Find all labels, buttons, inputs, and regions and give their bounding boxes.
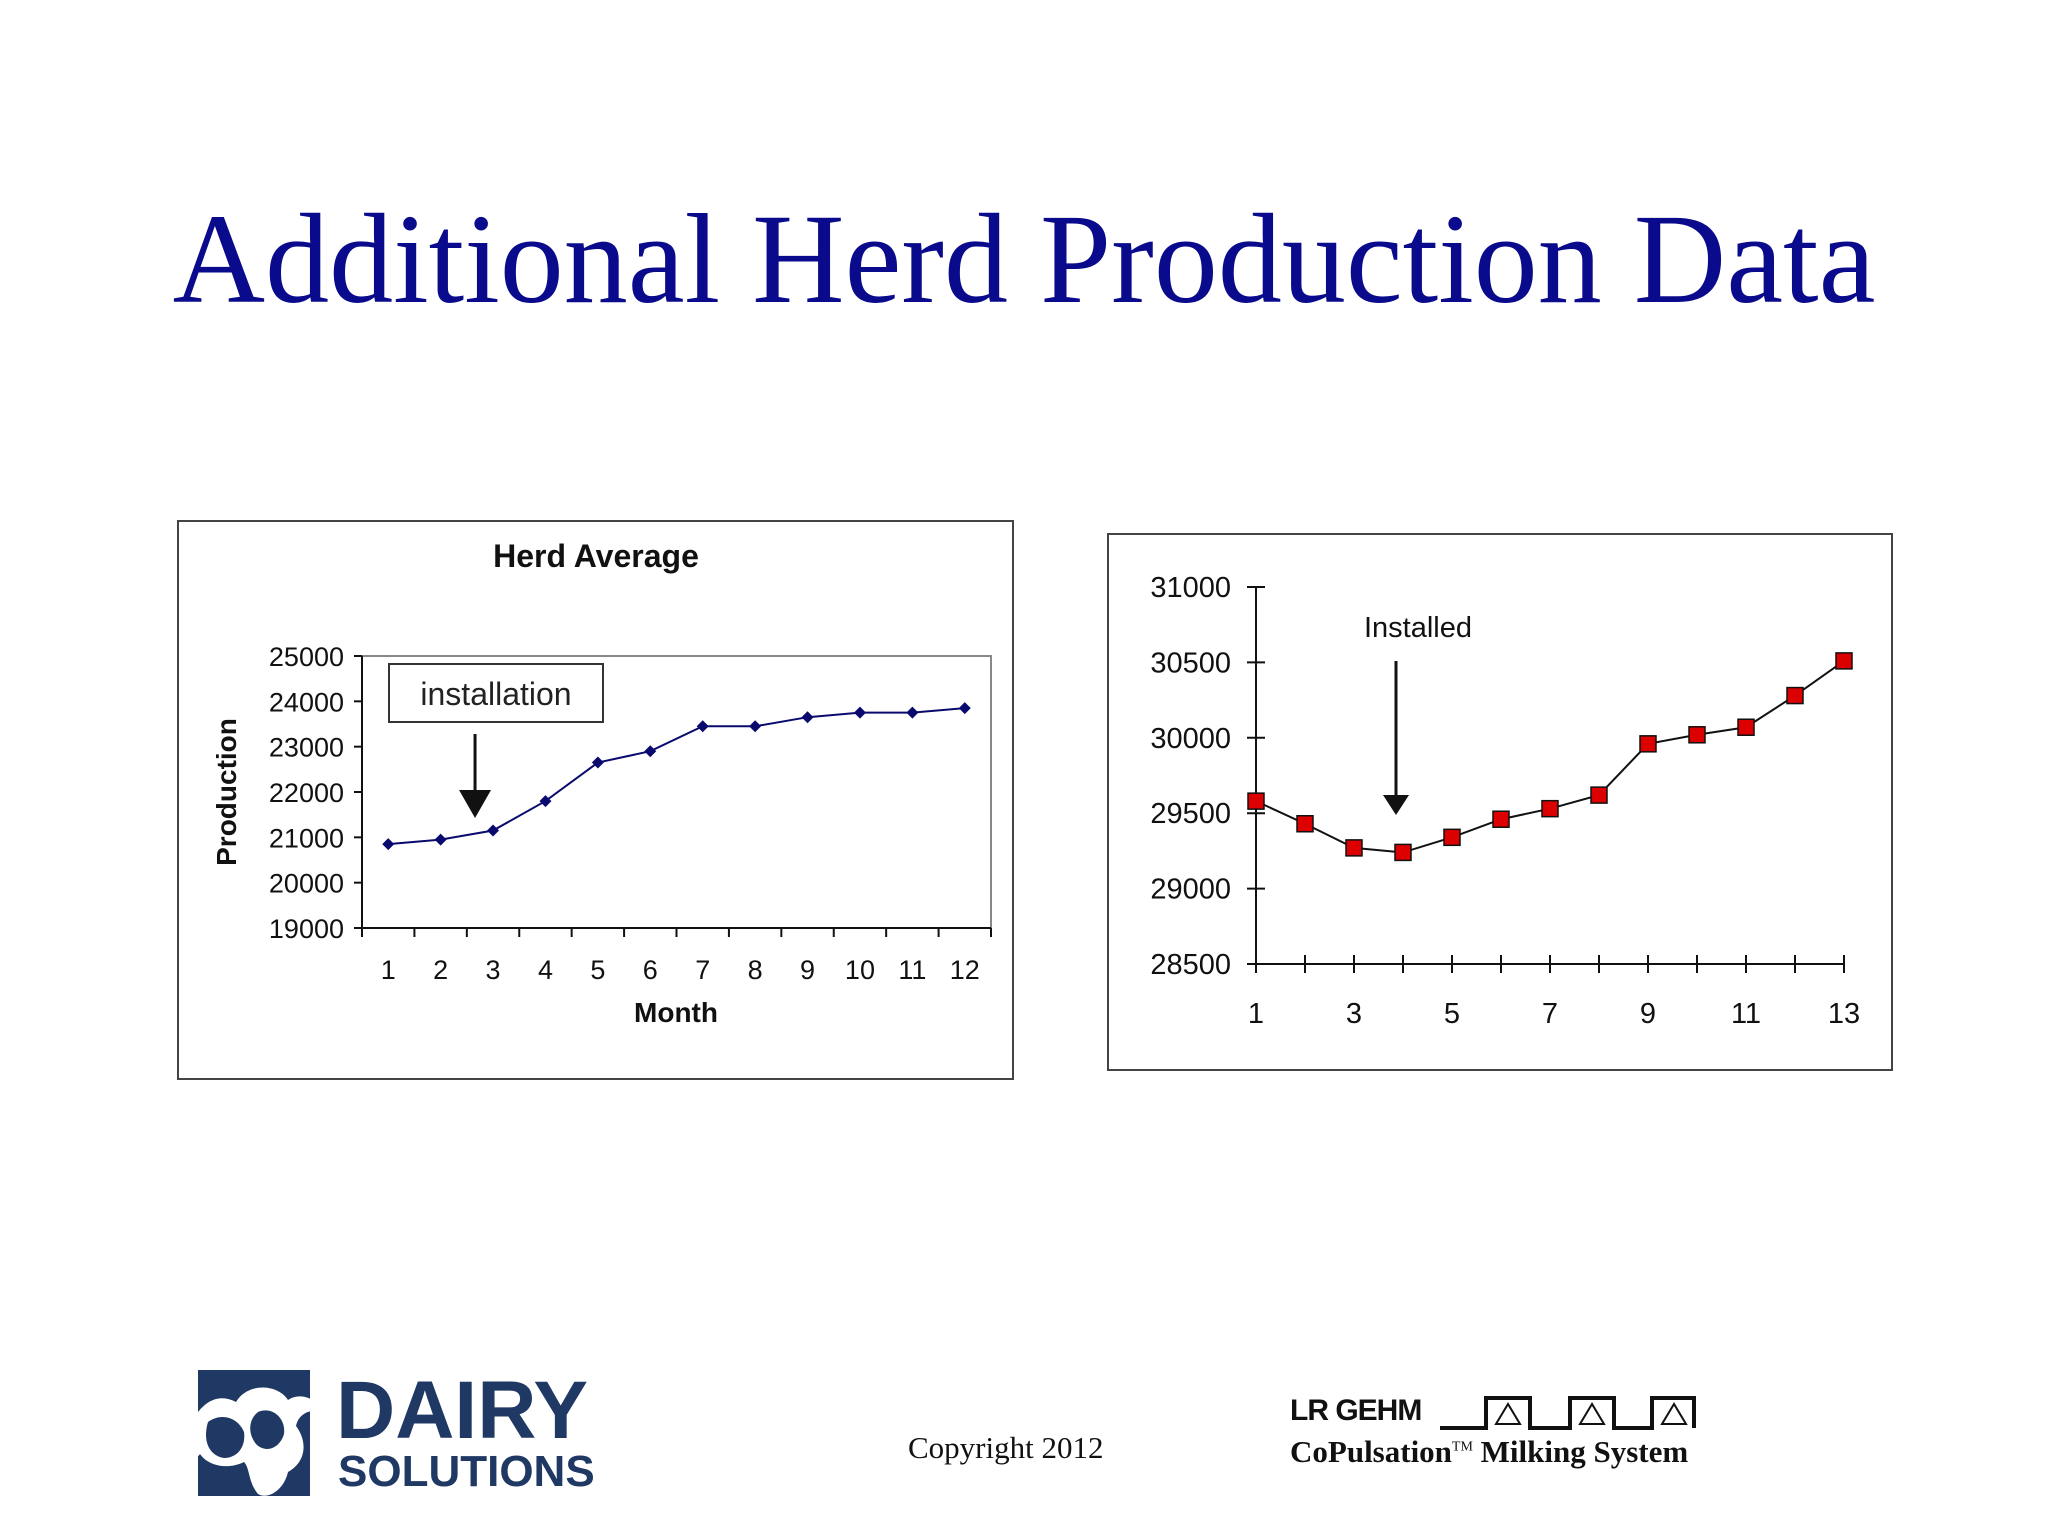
data-point bbox=[1443, 828, 1461, 847]
y-tick-label: 28500 bbox=[1150, 949, 1231, 981]
series-line bbox=[388, 707, 965, 846]
x-tick-label: 9 bbox=[1640, 998, 1656, 1030]
data-point bbox=[382, 838, 395, 851]
x-tick-label: 12 bbox=[950, 955, 980, 985]
installed-production-chart: 28500 29000 29500 30000 30500 31000 1 3 5 7 9 11 13 I… bbox=[1107, 533, 1893, 1071]
x-tick-label: 11 bbox=[1731, 998, 1761, 1030]
data-point bbox=[1394, 843, 1412, 862]
y-tick-label: 24000 bbox=[269, 687, 344, 717]
herd-average-plot: Herd Average 19000 20000 21000 22000 23000 240… bbox=[211, 538, 992, 1028]
copulsation-text: CoPulsationTM Milking System bbox=[1290, 1434, 1689, 1469]
lr-gehm-logo: LR GEHM CoPulsationTM Milking System bbox=[1290, 1390, 1810, 1470]
data-point bbox=[906, 706, 919, 719]
x-tick-label: 9 bbox=[800, 955, 815, 985]
series-line bbox=[1255, 660, 1845, 854]
y-tick-label: 22000 bbox=[269, 778, 344, 808]
data-point bbox=[644, 745, 657, 758]
y-tick-label: 23000 bbox=[269, 733, 344, 763]
x-tick-label: 3 bbox=[1346, 998, 1362, 1030]
data-point bbox=[1639, 735, 1657, 753]
x-tick-label: 11 bbox=[898, 955, 926, 985]
data-point bbox=[434, 833, 447, 846]
data-point bbox=[1541, 799, 1559, 818]
logo-solutions-text: SOLUTIONS bbox=[338, 1447, 595, 1496]
annotation-label: Installed bbox=[1364, 612, 1472, 644]
data-point bbox=[1345, 839, 1363, 857]
dairy-solutions-logo: DAIRY SOLUTIONS bbox=[188, 1362, 638, 1502]
data-point bbox=[958, 702, 971, 715]
y-tick-label: 30500 bbox=[1150, 647, 1231, 679]
x-tick-label: 2 bbox=[433, 955, 448, 985]
chart-title: Herd Average bbox=[493, 538, 699, 574]
x-tick-label: 1 bbox=[1248, 998, 1264, 1030]
y-tick-label: 21000 bbox=[269, 823, 344, 853]
slide-title: Additional Herd Production Data bbox=[172, 188, 1876, 330]
data-point bbox=[487, 824, 500, 837]
annotation-label: installation bbox=[420, 676, 571, 712]
pulse-wave-icon bbox=[1440, 1396, 1696, 1430]
y-tick-label: 20000 bbox=[269, 869, 344, 899]
y-tick-label: 19000 bbox=[269, 914, 344, 944]
logo-dairy-text: DAIRY bbox=[336, 1365, 588, 1456]
x-tick-label: 4 bbox=[538, 955, 553, 985]
data-point bbox=[1688, 726, 1706, 744]
lr-gehm-text: LR GEHM bbox=[1290, 1394, 1422, 1427]
x-tick-label: 3 bbox=[486, 955, 501, 985]
y-tick-label: 29000 bbox=[1150, 874, 1231, 906]
x-tick-label: 1 bbox=[381, 955, 396, 985]
y-axis-label: Production bbox=[211, 718, 242, 866]
x-tick-label: 7 bbox=[1542, 998, 1558, 1030]
x-axis-label: Month bbox=[634, 997, 718, 1028]
x-tick-label: 13 bbox=[1828, 998, 1860, 1030]
y-tick-label: 29500 bbox=[1150, 798, 1231, 830]
data-point bbox=[539, 795, 552, 808]
annotation-arrow-head bbox=[1383, 795, 1409, 815]
y-tick-label: 25000 bbox=[269, 642, 344, 672]
x-tick-label: 5 bbox=[1444, 998, 1460, 1030]
data-point bbox=[1492, 810, 1510, 828]
data-point bbox=[1737, 718, 1755, 736]
copyright-text: Copyright 2012 bbox=[908, 1430, 1104, 1465]
data-point bbox=[1296, 815, 1314, 833]
x-tick-label: 5 bbox=[590, 955, 605, 985]
data-point bbox=[591, 756, 604, 769]
data-point bbox=[1247, 792, 1265, 810]
herd-average-chart: Herd Average 19000 20000 21000 22000 23000 240… bbox=[177, 520, 1014, 1080]
data-point bbox=[696, 720, 709, 733]
x-tick-label: 10 bbox=[845, 955, 875, 985]
data-point bbox=[1835, 652, 1853, 670]
data-point bbox=[749, 720, 762, 733]
annotation-arrow-head bbox=[459, 790, 492, 818]
data-point bbox=[853, 706, 866, 719]
data-point bbox=[1590, 786, 1608, 804]
y-tick-label: 31000 bbox=[1150, 572, 1231, 604]
x-tick-label: 7 bbox=[695, 955, 710, 985]
x-tick-label: 6 bbox=[643, 955, 658, 985]
data-point bbox=[1786, 686, 1804, 705]
data-point bbox=[801, 711, 814, 724]
annotation-box bbox=[388, 663, 604, 723]
x-tick-label: 8 bbox=[748, 955, 763, 985]
y-tick-label: 30000 bbox=[1150, 723, 1231, 755]
cow-logo-icon: DAIRY SOLUTIONS bbox=[188, 1365, 595, 1496]
